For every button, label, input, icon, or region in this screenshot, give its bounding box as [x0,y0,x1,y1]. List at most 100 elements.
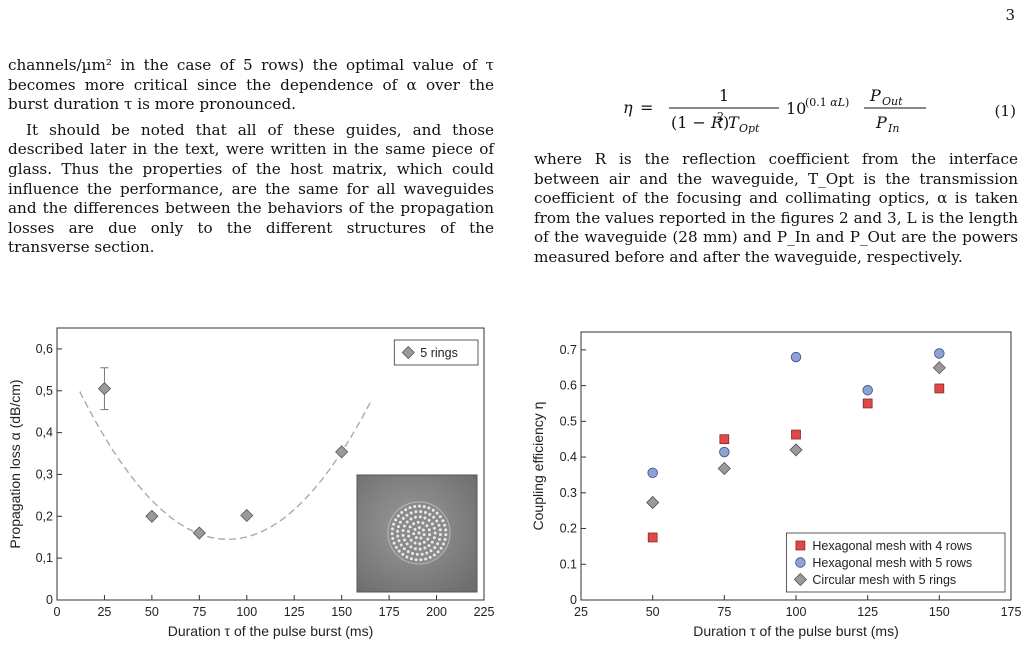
inset-channel [396,529,400,533]
x-tick-label: 50 [145,605,159,619]
inset-channel [427,518,431,522]
inset-channel [412,532,416,536]
inset-channel [435,519,439,523]
svg-text:10: 10 [786,99,806,118]
inset-channel [417,526,421,530]
inset-channel [398,520,402,524]
inset-channel [402,547,406,551]
y-tick-label: 0.6 [560,379,577,393]
x-tick-label: 0 [54,605,61,619]
data-point [717,461,731,476]
left-paragraph-2: It should be noted that all of these gui… [8,120,494,257]
x-tick-label: 200 [426,605,447,619]
data-point [335,445,349,459]
inset-channel [409,511,413,515]
x-tick-label: 125 [857,605,878,619]
inset-channel [407,534,411,538]
inset-channel [414,558,418,562]
x-tick-label: 150 [331,605,352,619]
x-tick-label: 75 [192,605,206,619]
inset-channel [392,522,396,526]
inset-channel [405,542,409,546]
y-tick-label: 0,2 [36,509,53,523]
series-square [647,383,945,543]
svg-text:=: = [640,98,653,117]
inset-channel [409,517,413,521]
inset-channel [413,541,417,545]
inset-channel [418,542,422,546]
inset-channel [412,522,416,526]
data-point [192,526,206,540]
svg-text:In: In [887,122,899,134]
inset-channel [427,506,431,510]
y-tick-label: 0,1 [36,551,53,565]
y-tick-label: 0.3 [560,486,577,500]
inset-channel [396,534,400,538]
inset-channel [419,510,423,514]
inset-channel [429,549,433,553]
inset-channel [422,540,426,544]
y-tick-label: 0.4 [560,450,577,464]
inset-channel [444,528,448,532]
coupling-efficiency-chart: 25 50 75 100 125 150 175 0 0.1 0.2 0.3 0.4 0.5 0.6 0.7… [530,331,1022,639]
x-tick-label: 50 [646,605,660,619]
x-tick-label: 175 [1001,605,1022,619]
data-point [719,446,730,458]
svg-text:1: 1 [719,86,729,105]
propagation-loss-chart: 0 25 50 75 100 125 150 175 200 225 0 0,1 0,2 0,3 0,4 0,… [7,327,494,639]
inset-channel [441,542,445,546]
inset-channel [394,518,398,522]
inset-channel [396,514,400,518]
data-point [932,361,946,375]
y-tick-label: 0 [570,593,577,607]
data-point [145,509,159,523]
inset-channel [424,557,428,561]
left-column: channels/µm² in the case of 5 rows) the … [8,56,494,264]
y-tick-label: 0.1 [560,557,577,571]
inset-channel [405,555,409,559]
legend: 5 rings [393,339,479,366]
svg-text:(0.1 αL): (0.1 αL) [805,96,849,109]
data-point [240,508,254,523]
y-axis-label: Propagation loss α (dB/cm) [7,379,23,548]
equation-formula: η = 1 (1 − R) 2 T Opt 10 (0.1 αL) P Out … [623,86,926,134]
data-point [862,385,873,396]
series-diamond [646,361,946,510]
inset-channel [403,524,407,528]
data-point [790,351,802,363]
y-axis-label: Coupling efficiency η [530,402,546,531]
inset-channel [391,536,395,540]
svg-text:Out: Out [882,95,903,108]
inset-channel [421,521,425,525]
inset-channel [441,519,445,523]
inset-channel [405,520,409,524]
inset-channel [413,504,417,508]
inset-channel [438,528,442,532]
inset-channel [432,526,436,530]
legend: Hexagonal mesh with 4 rows Hexagonal mesh… [785,532,1006,593]
equation-number: (1) [994,102,1016,120]
inset-channel [400,510,404,514]
data-point [934,348,945,359]
inset-channel [433,546,437,550]
right-column: where R is the reflection coefficient fr… [534,150,1018,274]
inset-channel [401,533,405,537]
inset-channel [436,542,440,546]
y-tick-label: 0 [46,593,53,607]
x-tick-label: 125 [284,605,305,619]
inset-channel [409,545,413,549]
inset-channel [425,551,429,555]
svg-text:Opt: Opt [739,122,760,134]
inset-channel [437,523,441,527]
inset-channel [411,552,415,556]
inset-channel [413,527,417,531]
inset-channel [436,550,440,554]
figure-coupling-efficiency: 25 50 75 100 125 150 175 0 0.1 0.2 0.3 0.4 0.5 0.6 0.7… [522,322,1027,646]
right-paragraph-1: where R is the reflection coefficient fr… [534,150,1018,266]
inset-channel [397,539,401,543]
inset-channel [409,557,413,561]
inset-channel [428,512,432,516]
inset-channel [402,538,406,542]
inset-channel [419,558,423,562]
series-diamond [97,367,349,540]
